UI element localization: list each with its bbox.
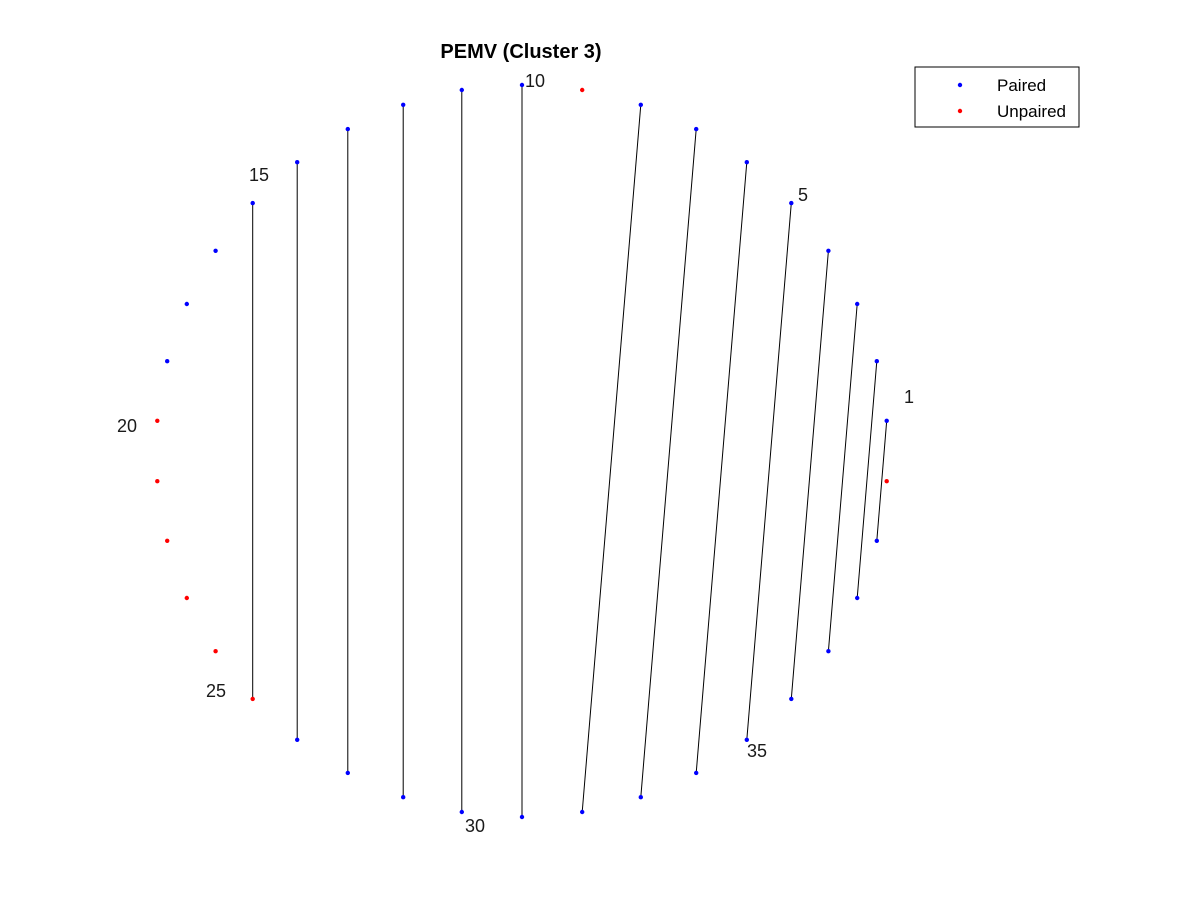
point-14 bbox=[345, 126, 350, 132]
legend-box bbox=[914, 66, 1080, 128]
point-35 bbox=[789, 696, 794, 702]
point-34 bbox=[744, 737, 749, 742]
legend-marker-unpaired bbox=[957, 108, 963, 114]
pair-line-7-33 bbox=[695, 162, 748, 773]
point-25 bbox=[250, 696, 255, 702]
point-13 bbox=[401, 102, 406, 108]
point-37 bbox=[855, 595, 860, 601]
point-6 bbox=[789, 200, 794, 206]
point-30 bbox=[519, 814, 525, 820]
index-label-20: 20 bbox=[117, 416, 137, 436]
point-29 bbox=[459, 809, 464, 815]
point-16 bbox=[250, 200, 255, 206]
point-1 bbox=[884, 479, 889, 484]
pair-line-6-34 bbox=[746, 203, 792, 740]
index-label-35: 35 bbox=[747, 741, 767, 761]
legend-marker-paired bbox=[957, 82, 963, 88]
point-3 bbox=[874, 359, 879, 364]
pair-line-5-35 bbox=[790, 250, 829, 699]
index-label-5: 5 bbox=[798, 185, 808, 205]
paired-points bbox=[165, 82, 889, 820]
index-labels: 1 5 10 15 20 25 30 35 bbox=[117, 71, 914, 836]
pair-line-4-36 bbox=[827, 303, 858, 652]
point-26 bbox=[295, 737, 300, 742]
point-21 bbox=[155, 479, 160, 484]
point-5 bbox=[826, 248, 831, 253]
index-label-10: 10 bbox=[525, 71, 545, 91]
point-31 bbox=[580, 809, 585, 815]
point-24 bbox=[213, 649, 218, 654]
point-38 bbox=[874, 538, 879, 543]
point-4 bbox=[855, 301, 860, 307]
point-23 bbox=[184, 595, 189, 601]
point-28 bbox=[401, 795, 406, 800]
legend-label-unpaired: Unpaired bbox=[997, 102, 1066, 121]
point-8 bbox=[694, 126, 699, 132]
point-15 bbox=[295, 160, 300, 165]
legend: Paired Unpaired bbox=[914, 66, 1080, 128]
point-33 bbox=[694, 770, 699, 776]
point-20 bbox=[155, 418, 160, 423]
point-9 bbox=[638, 102, 643, 108]
point-12 bbox=[459, 87, 464, 93]
index-label-15: 15 bbox=[249, 165, 269, 185]
point-2 bbox=[884, 418, 889, 423]
index-label-25: 25 bbox=[206, 681, 226, 701]
pair-line-3-37 bbox=[856, 361, 878, 599]
point-17 bbox=[213, 248, 218, 253]
point-19 bbox=[165, 359, 170, 364]
legend-label-paired: Paired bbox=[997, 76, 1046, 95]
unpaired-points bbox=[155, 87, 889, 702]
index-label-1: 1 bbox=[904, 387, 914, 407]
index-label-30: 30 bbox=[465, 816, 485, 836]
pair-line-2-38 bbox=[876, 420, 888, 541]
point-36 bbox=[826, 649, 831, 654]
point-18 bbox=[184, 301, 189, 307]
point-7 bbox=[744, 160, 749, 165]
pair-line-9-31 bbox=[581, 104, 642, 813]
pair-line-8-32 bbox=[640, 129, 697, 798]
point-27 bbox=[345, 770, 350, 776]
point-10 bbox=[580, 87, 585, 93]
chart-title: PEMV (Cluster 3) bbox=[440, 41, 601, 63]
point-32 bbox=[638, 795, 643, 800]
pair-lines bbox=[252, 85, 888, 817]
point-22 bbox=[165, 538, 170, 543]
point-11 bbox=[519, 82, 525, 88]
